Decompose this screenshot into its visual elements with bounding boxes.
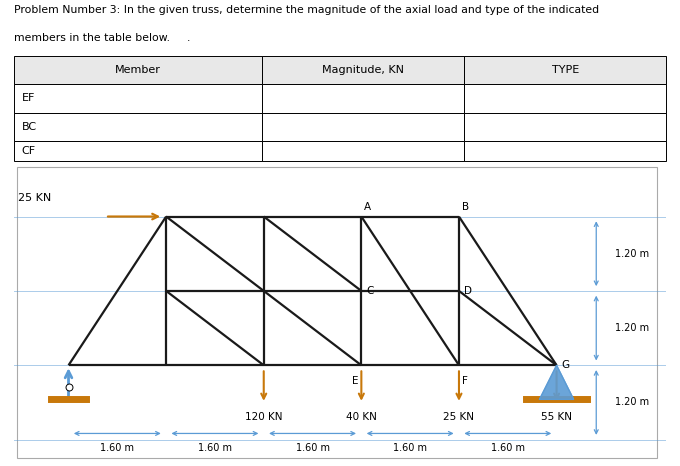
Text: members in the table below.: members in the table below. bbox=[14, 33, 169, 43]
Text: 1.60 m: 1.60 m bbox=[393, 443, 427, 453]
Text: 1.60 m: 1.60 m bbox=[296, 443, 330, 453]
Bar bbox=[14, 141, 262, 161]
Text: 120 KN: 120 KN bbox=[245, 412, 282, 422]
Text: Problem Number 3: In the given truss, determine the magnitude of the axial load : Problem Number 3: In the given truss, de… bbox=[14, 5, 598, 14]
Text: 40 KN: 40 KN bbox=[346, 412, 377, 422]
Text: F: F bbox=[462, 377, 468, 386]
Text: 1.20 m: 1.20 m bbox=[615, 323, 649, 333]
Text: TYPE: TYPE bbox=[551, 65, 579, 75]
Text: 25 KN: 25 KN bbox=[443, 412, 475, 422]
Text: 1.20 m: 1.20 m bbox=[615, 397, 649, 407]
Text: C: C bbox=[367, 286, 373, 296]
Text: CF: CF bbox=[22, 146, 35, 156]
Text: G: G bbox=[562, 360, 570, 370]
Text: BC: BC bbox=[22, 122, 37, 132]
Bar bbox=[464, 84, 666, 112]
Text: A: A bbox=[364, 202, 371, 212]
Bar bbox=[464, 112, 666, 141]
Bar bbox=[14, 112, 262, 141]
Bar bbox=[14, 84, 262, 112]
Text: B: B bbox=[462, 202, 469, 212]
Text: D: D bbox=[464, 286, 472, 296]
Polygon shape bbox=[539, 365, 574, 399]
Text: Member: Member bbox=[115, 65, 160, 75]
Bar bbox=[262, 141, 464, 161]
Bar bbox=[464, 141, 666, 161]
Text: EF: EF bbox=[22, 93, 35, 103]
Text: Magnitude, KN: Magnitude, KN bbox=[322, 65, 404, 75]
Text: .: . bbox=[186, 33, 190, 43]
Text: 1.60 m: 1.60 m bbox=[198, 443, 232, 453]
FancyBboxPatch shape bbox=[16, 167, 658, 458]
Bar bbox=[262, 56, 464, 84]
Text: 1.60 m: 1.60 m bbox=[491, 443, 525, 453]
Bar bbox=[464, 56, 666, 84]
Bar bbox=[262, 112, 464, 141]
Bar bbox=[262, 84, 464, 112]
Text: 1.60 m: 1.60 m bbox=[101, 443, 135, 453]
Text: E: E bbox=[352, 377, 358, 386]
Text: 1.20 m: 1.20 m bbox=[615, 249, 649, 259]
Bar bbox=[14, 56, 262, 84]
Text: 25 KN: 25 KN bbox=[18, 193, 52, 203]
Text: 55 KN: 55 KN bbox=[541, 412, 572, 422]
